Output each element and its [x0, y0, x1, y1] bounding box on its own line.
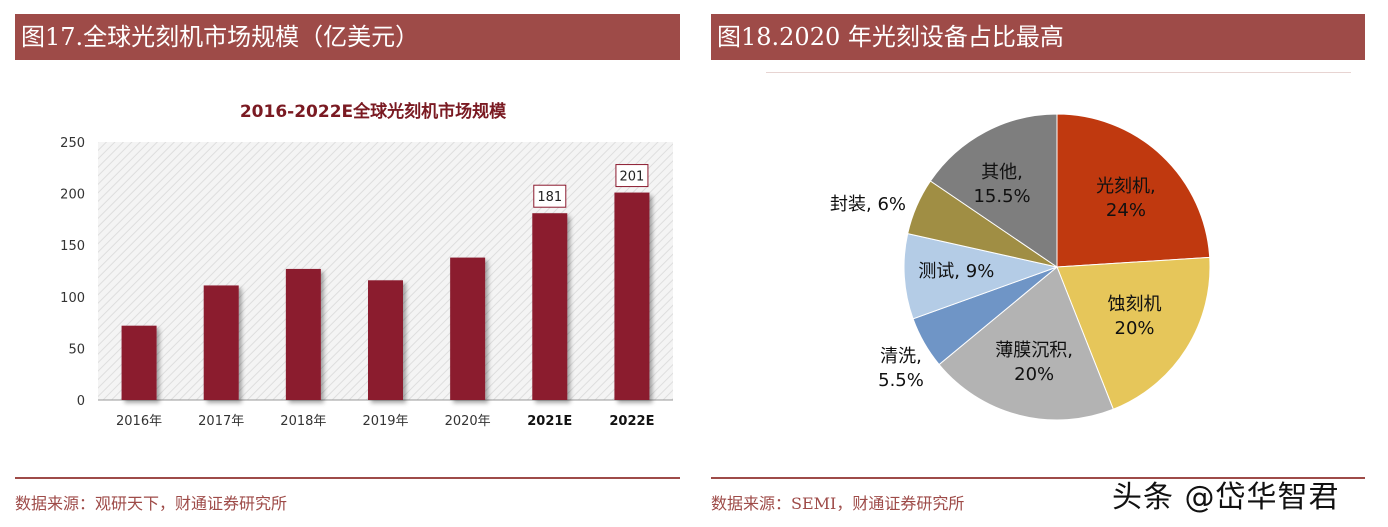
x-tick-label: 2018年 — [280, 414, 326, 429]
bar — [450, 257, 486, 400]
bar-chart-title: 2016-2022E全球光刻机市场规模 — [240, 101, 507, 122]
right-bottom-rule — [711, 477, 1365, 479]
pie-slice — [1056, 113, 1211, 268]
pie-slice-label: 封装, 6% — [830, 194, 906, 215]
y-tick-label: 50 — [68, 342, 85, 357]
pie-slice-label: 光刻机, — [1096, 176, 1156, 197]
y-tick-label: 0 — [77, 394, 85, 409]
x-tick-label: 2016年 — [116, 414, 162, 429]
pie-slice-label: 其他, — [981, 162, 1023, 183]
watermark: 头条 @岱华智君 — [1112, 480, 1340, 515]
y-tick-label: 100 — [60, 291, 85, 306]
pie-slice-value: 24% — [1106, 200, 1146, 221]
pie-slice-label: 测试, 9% — [918, 261, 994, 282]
pie-slice — [1056, 256, 1211, 410]
pie-slice-value: 15.5% — [973, 186, 1030, 207]
x-tick-label: 2019年 — [362, 414, 408, 429]
bar — [532, 213, 568, 400]
pie-slice — [903, 233, 1059, 320]
bar — [368, 280, 403, 400]
x-tick-label: 2017年 — [198, 414, 244, 429]
pie-slice-value: 20% — [1014, 364, 1054, 385]
bar — [203, 285, 239, 400]
pie-slice — [929, 113, 1058, 268]
bar — [614, 192, 650, 400]
right-panel-header: 图18.2020 年光刻设备占比最高 — [711, 14, 1365, 60]
left-panel-header: 图17.全球光刻机市场规模（亿美元） — [15, 14, 680, 60]
bar — [121, 325, 157, 400]
pie-slice-value: 5.5% — [878, 370, 924, 391]
bar-chart: 2016-2022E全球光刻机市场规模 0 50 100 150 200 250 2016… — [60, 101, 673, 429]
x-tick-label: 2020年 — [445, 414, 491, 429]
left-bottom-rule — [15, 477, 680, 479]
left-source-note: 数据来源：观研天下，财通证券研究所 — [15, 494, 288, 513]
data-label: 181 — [537, 190, 562, 205]
pie-chart: 光刻机, 24% 蚀刻机 20% 薄膜沉积, 20% 清洗, 5.5% 测试, 9% 封装, 6%… — [766, 72, 1351, 421]
data-label-box — [533, 184, 567, 208]
right-source-note: 数据来源：SEMI，财通证券研究所 — [711, 494, 965, 513]
x-tick-label: 2022E — [609, 414, 654, 429]
data-label: 201 — [620, 170, 645, 185]
pie-slice-value: 20% — [1115, 318, 1155, 339]
y-tick-label: 200 — [60, 188, 85, 203]
pie-slice — [938, 266, 1114, 421]
pie-slice-label: 薄膜沉积, — [995, 340, 1073, 361]
x-tick-label: 2021E — [527, 414, 572, 429]
pie-slice-label: 清洗, — [880, 346, 922, 367]
y-tick-label: 250 — [60, 136, 85, 151]
data-label-box — [615, 164, 649, 188]
y-tick-label: 150 — [60, 239, 85, 254]
pie-slice-label: 蚀刻机 — [1108, 294, 1162, 315]
bar — [285, 268, 321, 400]
